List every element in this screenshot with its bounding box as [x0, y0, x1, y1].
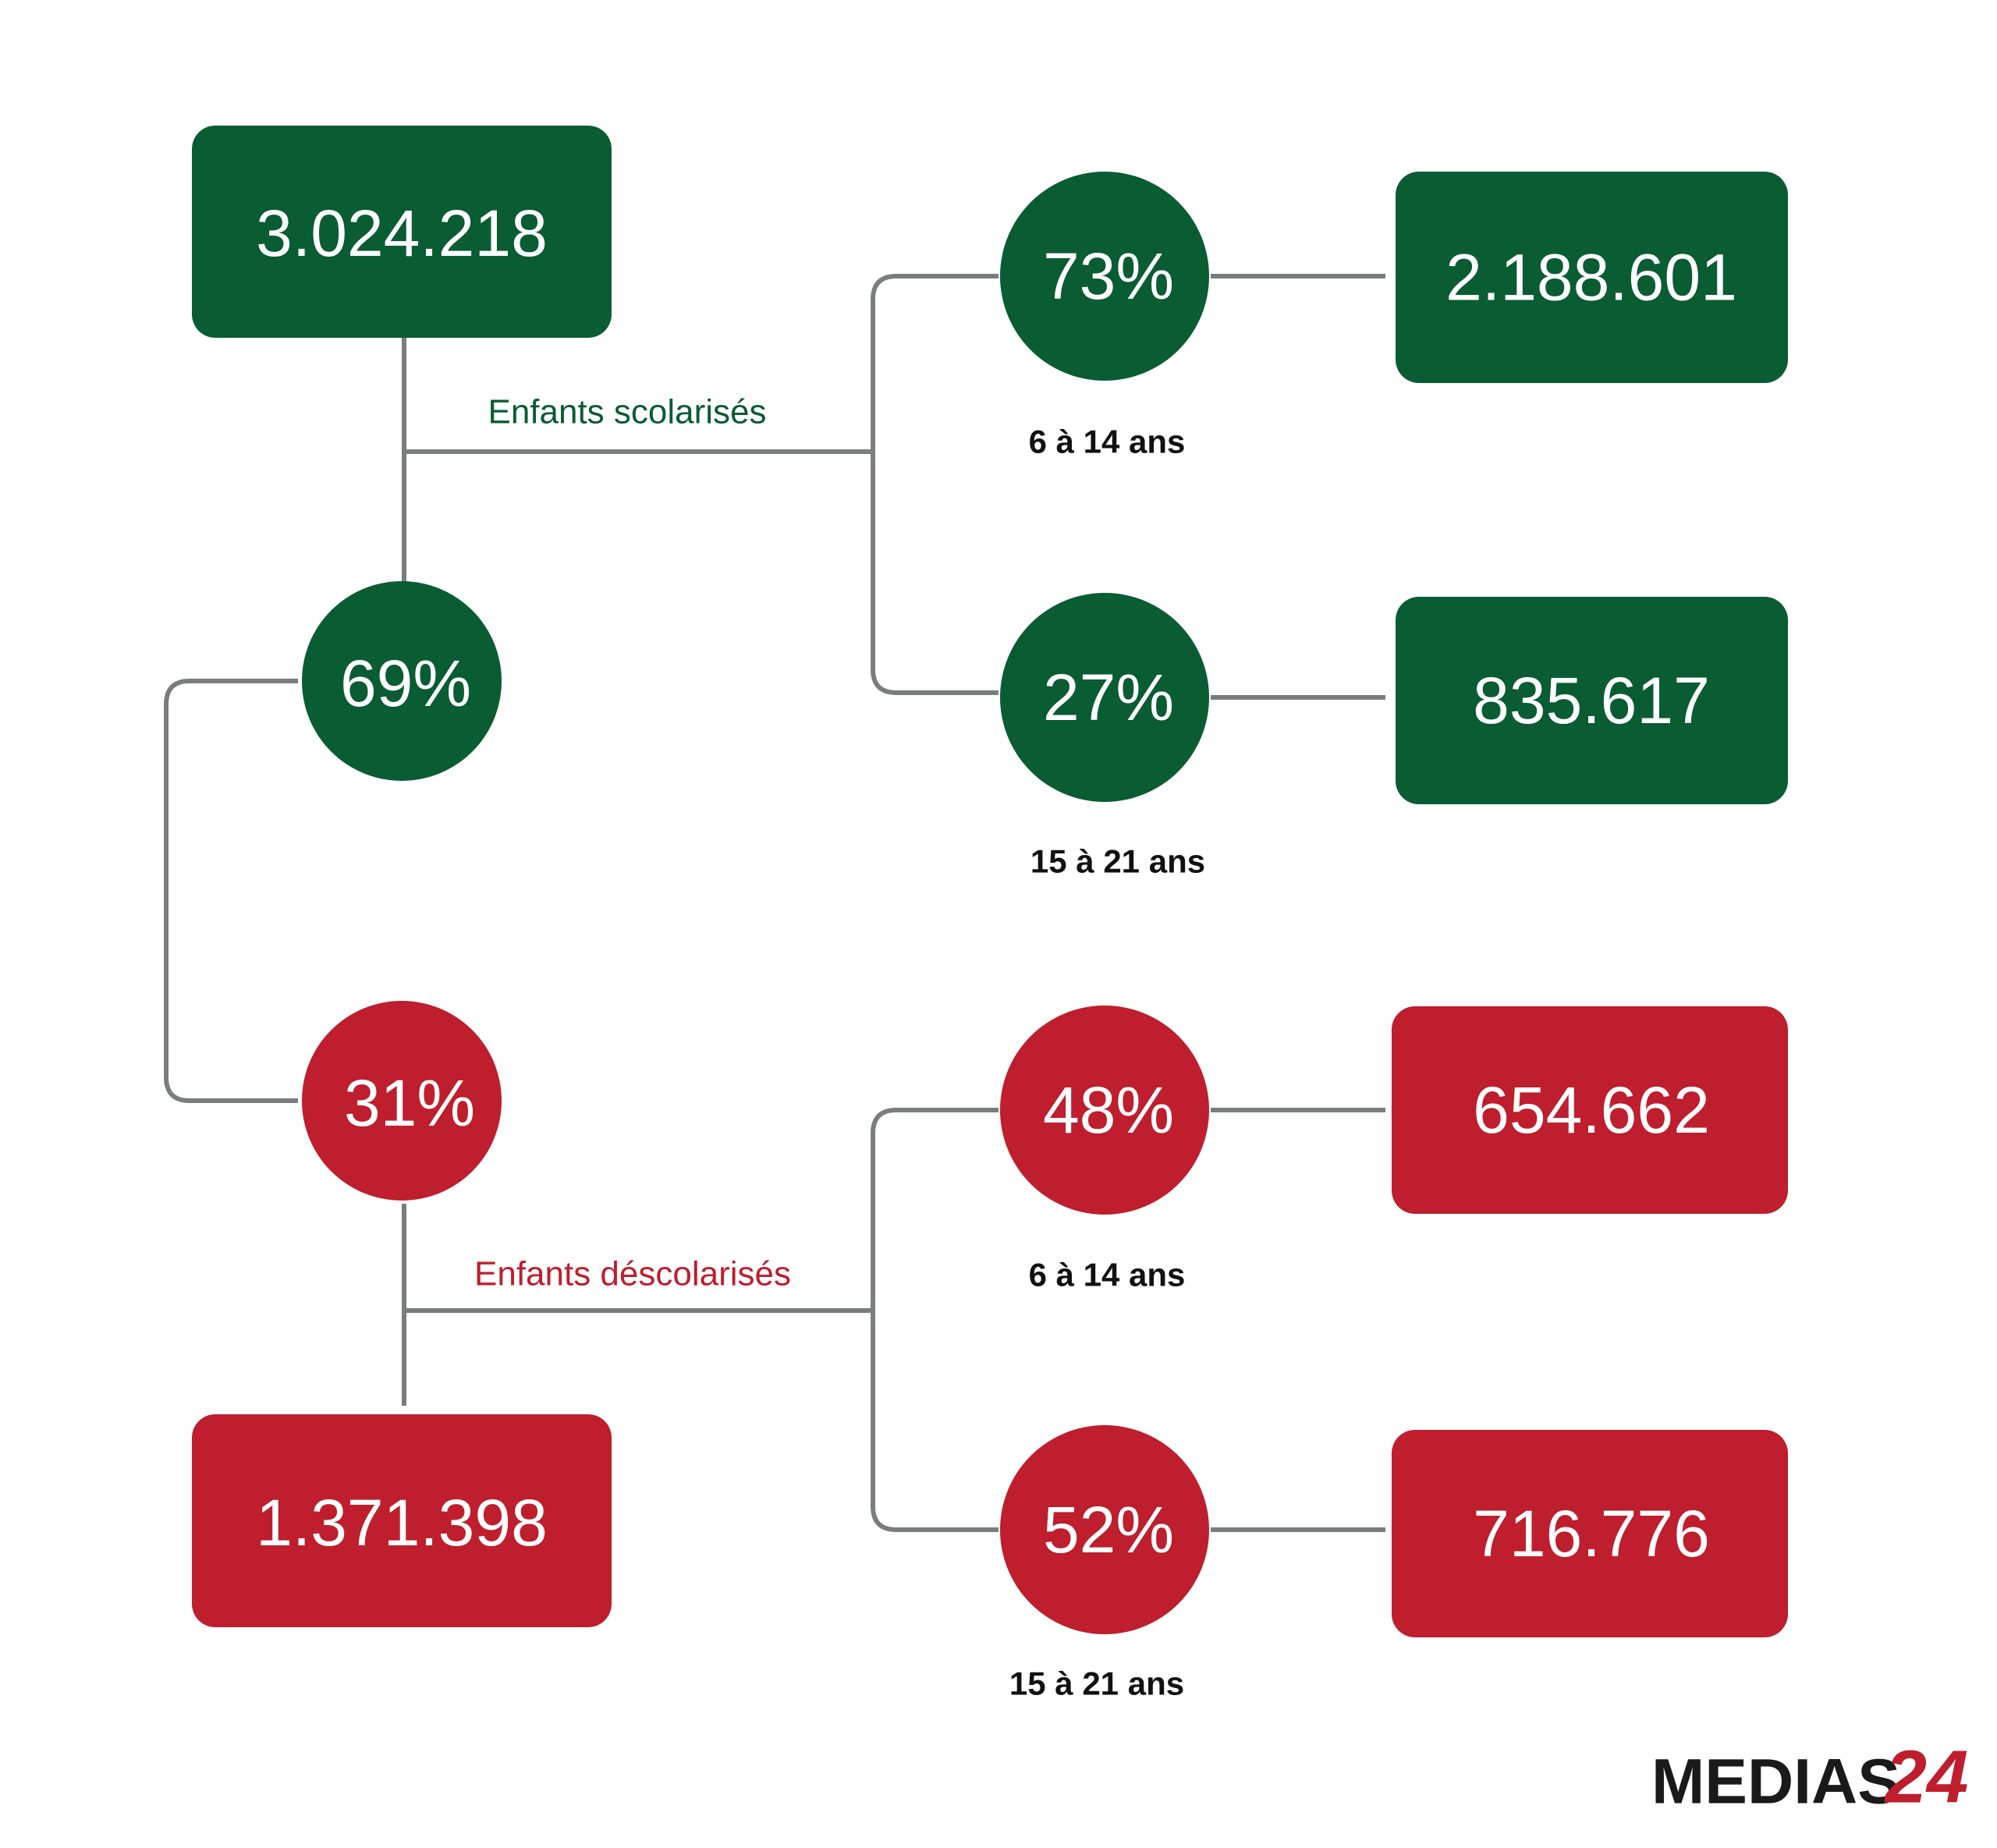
- branch-count: 2.188.601: [1445, 241, 1737, 314]
- branch-age: 6 à 14 ans: [1029, 424, 1186, 460]
- connector: [1211, 274, 1385, 700]
- share-circle: [302, 581, 502, 781]
- branch-box: [1396, 172, 1788, 383]
- total-box: [192, 1414, 612, 1627]
- branch-box: [1392, 1006, 1788, 1214]
- branch-age: 6 à 14 ans: [1029, 1257, 1186, 1293]
- branch-count: 716.776: [1473, 1497, 1710, 1570]
- branch-box: [1392, 1430, 1788, 1637]
- share-scolarises: 69%: [340, 647, 471, 720]
- branch-percent: 48%: [1043, 1073, 1174, 1147]
- total-box: [192, 126, 612, 338]
- logo-name: MEDIAS: [1651, 1747, 1900, 1818]
- group-label: Enfants scolarisés: [488, 393, 766, 431]
- connectors: [164, 274, 1385, 1532]
- total-descolarises: 1.371.398: [256, 1486, 548, 1559]
- branch-percent: 52%: [1043, 1493, 1174, 1566]
- branch-count: 654.662: [1473, 1073, 1710, 1147]
- branch-circle: [1000, 1006, 1209, 1215]
- branch-circle: [1000, 1425, 1209, 1634]
- branch-age: 15 à 21 ans: [1009, 1665, 1184, 1702]
- logo-number: 24: [1884, 1736, 1969, 1819]
- group-label: Enfants déscolarisés: [474, 1255, 791, 1293]
- connector: [1211, 1108, 1385, 1532]
- branch-percent: 27%: [1043, 661, 1174, 734]
- branches: 73% 6 à 14 ans 2.188.601 27% 15 à 21 ans 835.…: [1000, 172, 1788, 1702]
- connector: [164, 679, 298, 1103]
- branch-age: 15 à 21 ans: [1030, 843, 1205, 880]
- branch-percent: 73%: [1043, 239, 1174, 313]
- share-descolarises: 31%: [344, 1066, 475, 1140]
- branch-circle: [1000, 593, 1209, 802]
- total-scolarises: 3.024.218: [256, 197, 548, 270]
- connector: [871, 274, 998, 695]
- share-circle: [302, 1001, 502, 1201]
- branch-count: 835.617: [1473, 664, 1710, 737]
- connector: [871, 1108, 998, 1532]
- branch-box: [1396, 597, 1788, 804]
- branch-circle: [1000, 172, 1209, 381]
